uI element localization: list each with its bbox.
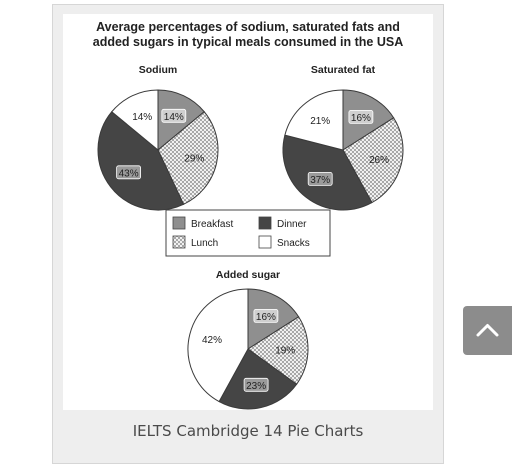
pie-slice-added-sugar-lunch — [247, 316, 309, 385]
pie-label-added-sugar-lunch: 19% — [275, 346, 295, 357]
pie-charts-figure: Average percentages of sodium, saturated… — [93, 20, 404, 410]
scroll-to-top-button[interactable] — [463, 306, 512, 355]
pie-slice-added-sugar-snacks — [187, 288, 249, 403]
pie-slice-saturated-fat-lunch — [342, 117, 404, 204]
pie-label-added-sugar-dinner: 23% — [246, 381, 266, 392]
figure-image: Average percentages of sodium, saturated… — [63, 14, 433, 410]
pie-title-saturated-fat: Saturated fat — [311, 64, 376, 76]
pie-chart-added-sugar: Added sugar 16% 19% 23% 42% — [187, 269, 309, 410]
pie-label-saturated-fat-dinner: 37% — [310, 175, 330, 186]
legend-label-snacks: Snacks — [277, 238, 310, 249]
figure-title-line-1: Average percentages of sodium, saturated… — [96, 20, 400, 34]
pie-label-bg-sodium-breakfast — [161, 108, 187, 123]
pie-label-sodium-breakfast: 14% — [164, 112, 184, 123]
pie-label-bg-saturated-fat-breakfast — [348, 110, 374, 124]
pie-label-saturated-fat-breakfast: 16% — [351, 113, 371, 124]
pie-label-bg-added-sugar-breakfast — [253, 308, 279, 323]
legend: Breakfast Dinner Lunch Snacks — [165, 209, 331, 257]
pie-label-bg-sodium-dinner — [116, 165, 141, 180]
legend-swatch-breakfast — [172, 216, 186, 230]
pie-chart-saturated-fat: Saturated fat 16% 26% 37% 21% — [282, 64, 404, 211]
figure-title-line-2: added sugars in typical meals consumed i… — [93, 35, 404, 49]
legend-box — [165, 209, 331, 257]
legend-label-dinner: Dinner — [277, 219, 307, 230]
pie-label-bg-saturated-fat-dinner — [307, 171, 333, 186]
pie-label-sodium-lunch: 29% — [184, 154, 204, 165]
pie-label-sodium-snacks: 14% — [132, 112, 152, 123]
legend-label-lunch: Lunch — [191, 238, 218, 249]
legend-swatch-lunch — [172, 235, 186, 249]
figure-caption: IELTS Cambridge 14 Pie Charts — [132, 422, 364, 440]
legend-label-breakfast: Breakfast — [191, 219, 233, 230]
pie-title-sodium: Sodium — [139, 64, 178, 76]
pie-slice-saturated-fat-snacks — [284, 89, 344, 151]
chevron-up-icon — [476, 324, 499, 337]
pie-chart-sodium: Sodium 14% 29% 43% 14% — [97, 64, 219, 211]
pie-label-added-sugar-breakfast: 16% — [256, 312, 276, 323]
pie-label-saturated-fat-lunch: 26% — [369, 155, 389, 166]
pie-title-added-sugar: Added sugar — [216, 269, 280, 281]
legend-swatch-snacks — [258, 235, 272, 249]
pie-label-saturated-fat-snacks: 21% — [310, 116, 330, 127]
pie-slice-sodium-snacks — [111, 89, 159, 152]
pie-label-sodium-dinner: 43% — [119, 168, 139, 179]
pie-label-added-sugar-snacks: 42% — [202, 335, 222, 346]
legend-swatch-dinner — [258, 216, 272, 230]
pie-label-bg-added-sugar-dinner — [243, 377, 269, 392]
